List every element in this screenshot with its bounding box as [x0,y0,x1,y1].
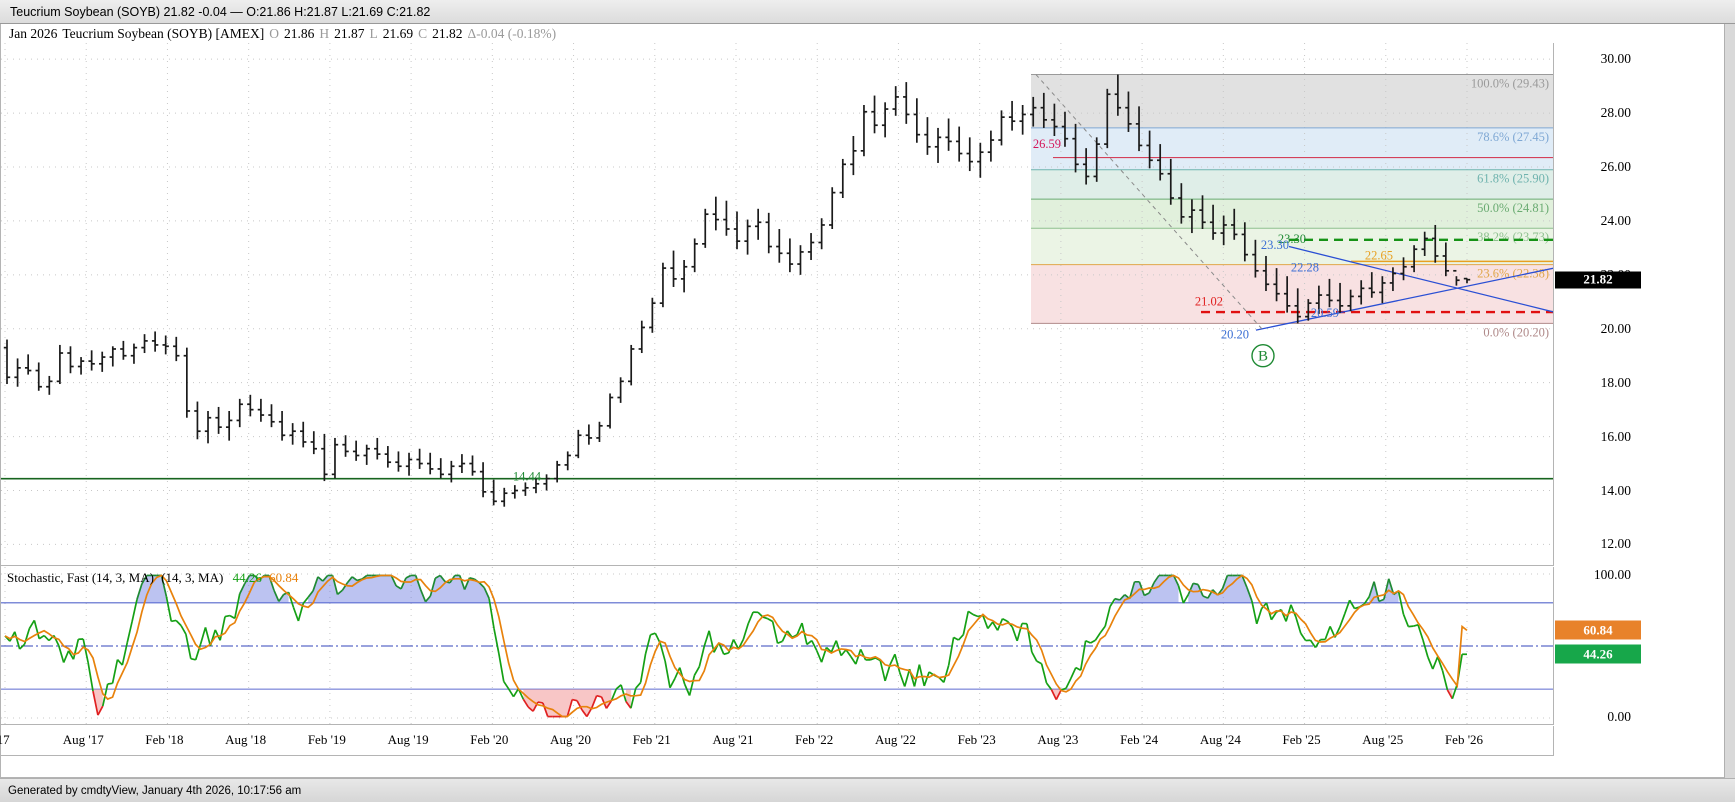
open-label: O [269,26,280,41]
stochastic-axis-tick: 100.00 [1593,567,1631,582]
date-axis-tick: Aug '18 [225,732,267,747]
change-value: Δ-0.04 (-0.18%) [467,26,557,41]
date-axis-tick: Feb '18 [145,732,184,747]
date-axis-tick: Feb '22 [795,732,834,747]
price-annotation-label: 23.30 [1261,238,1289,252]
low-label: L [369,26,378,41]
generated-by-text: Generated by cmdtyView, January 4th 2026… [8,784,302,797]
date-axis-tick: Feb '26 [1444,732,1484,747]
fib-level-label: 50.0% (24.81) [1477,201,1549,215]
price-axis-tick: 14.00 [1600,482,1631,498]
price-annotation-label: 21.02 [1195,294,1223,308]
date-axis-tick: Aug '20 [550,732,592,747]
date-axis: '17 Aug '17 Feb '18 Aug '18 Feb '19 Aug '19 Fe… [0,726,1554,756]
chart-frame: Jan 2026 Teucrium Soybean (SOYB) [AMEX] … [0,24,1735,778]
fib-level-label: 100.0% (29.43) [1471,77,1549,91]
date-axis-tick: Aug '24 [1199,732,1241,747]
price-annotation-label: 26.59 [1033,137,1061,151]
fib-level-label: 23.6% (22.38) [1477,267,1549,281]
date-axis-tick: '17 [0,732,10,747]
date-axis-tick: Aug '25 [1362,732,1404,747]
price-axis-tick: 28.00 [1600,105,1631,121]
price-annotation-label: 23.30 [1278,232,1306,246]
close-value: 21.82 [432,26,463,41]
status-bar: Generated by cmdtyView, January 4th 2026… [0,778,1735,802]
date-axis-tick: Feb '23 [957,732,996,747]
stochastic-d-badge: 60.84 [1555,620,1641,640]
date-axis-tick: Feb '21 [632,732,671,747]
stochastic-axis-tick: 0.00 [1607,709,1631,724]
price-axis-tick: 16.00 [1600,428,1631,444]
low-value: 21.69 [382,26,414,41]
fib-level-label: 0.0% (20.20) [1483,325,1549,339]
price-plot: 100.0% (29.43) 78.6% (27.45) 61.8% (25.90)… [1,43,1553,565]
contract-month: Jan 2026 [9,26,58,41]
date-axis-tick: Feb '19 [307,732,346,747]
fib-level-label: 61.8% (25.90) [1477,172,1549,186]
price-annotation-label: 14.44 [513,470,542,484]
last-price-badge: 21.82 [1555,271,1641,289]
price-axis-tick: 24.00 [1600,212,1631,228]
wave-label-b: B [1251,344,1275,368]
date-axis-tick: Feb '25 [1282,732,1321,747]
date-axis-tick: Aug '17 [62,732,104,747]
high-value: 21.87 [334,26,365,41]
chart-header: Jan 2026 Teucrium Soybean (SOYB) [AMEX] … [1,24,1554,44]
price-annotation-label: 22.65 [1365,248,1393,262]
date-axis-tick: Aug '23 [1037,732,1079,747]
date-axis-tick: Feb '24 [1120,732,1159,747]
date-axis-tick: Aug '19 [387,732,429,747]
date-axis-tick: Feb '20 [470,732,509,747]
price-axis-tick: 12.00 [1600,536,1631,552]
stochastic-pane[interactable] [1,567,1554,725]
stochastic-plot [1,567,1553,724]
date-axis-tick: Aug '21 [712,732,754,747]
close-label: C [418,26,428,41]
price-annotation-label: 20.59 [1311,306,1339,320]
fib-level-label: 38.2% (23.73) [1477,230,1549,244]
svg-text:B: B [1258,349,1268,365]
price-annotation-label: 22.28 [1291,260,1319,274]
vertical-scrollbar[interactable] [1724,24,1735,778]
fib-level-label: 78.6% (27.45) [1477,130,1549,144]
price-annotation-label: 20.20 [1221,327,1249,341]
window-titlebar: Teucrium Soybean (SOYB) 21.82 -0.04 — O:… [0,0,1735,24]
window-title: Teucrium Soybean (SOYB) 21.82 -0.04 — O:… [10,4,431,19]
price-axis-tick: 20.00 [1600,320,1631,336]
price-axis: 30.0028.0026.0024.0022.0020.0018.0016.00… [1555,43,1725,566]
stochastic-axis: 100.00 0.00 60.84 44.26 [1555,567,1725,725]
price-axis-tick: 26.00 [1600,159,1631,174]
price-axis-tick: 18.00 [1600,374,1631,390]
open-value: 21.86 [284,26,315,41]
instrument-name: Teucrium Soybean (SOYB) [AMEX] [62,26,265,41]
date-axis-tick: Aug '22 [874,732,916,747]
stochastic-k-badge: 44.26 [1555,644,1641,664]
price-chart-pane[interactable]: 100.0% (29.43) 78.6% (27.45) 61.8% (25.90)… [1,43,1554,566]
price-axis-tick: 30.00 [1600,51,1631,67]
high-label: H [319,26,330,41]
ohlc-bars [3,74,1471,507]
